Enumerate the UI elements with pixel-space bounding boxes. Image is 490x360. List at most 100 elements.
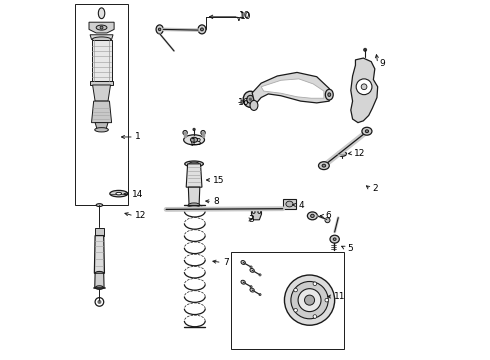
Text: 8: 8 xyxy=(214,197,219,206)
Ellipse shape xyxy=(294,288,297,292)
Ellipse shape xyxy=(96,204,102,207)
Ellipse shape xyxy=(259,293,261,296)
Polygon shape xyxy=(93,85,111,101)
Ellipse shape xyxy=(298,289,321,312)
Text: 5: 5 xyxy=(347,244,353,253)
Text: 1: 1 xyxy=(135,132,141,141)
Ellipse shape xyxy=(95,271,104,275)
Ellipse shape xyxy=(364,48,367,51)
Ellipse shape xyxy=(322,164,326,167)
Text: 4: 4 xyxy=(298,201,304,210)
Polygon shape xyxy=(92,40,112,81)
Ellipse shape xyxy=(189,162,199,166)
Ellipse shape xyxy=(318,162,329,170)
Ellipse shape xyxy=(158,28,161,31)
Ellipse shape xyxy=(250,285,252,288)
Ellipse shape xyxy=(156,25,163,34)
Ellipse shape xyxy=(252,211,255,213)
Polygon shape xyxy=(351,58,378,123)
Ellipse shape xyxy=(259,274,261,276)
Polygon shape xyxy=(89,22,114,33)
Ellipse shape xyxy=(325,218,330,223)
Ellipse shape xyxy=(250,100,258,111)
FancyArrowPatch shape xyxy=(326,133,365,164)
Ellipse shape xyxy=(96,286,103,289)
Text: 16: 16 xyxy=(238,98,249,107)
Ellipse shape xyxy=(307,212,318,220)
Bar xyxy=(231,252,343,348)
Ellipse shape xyxy=(92,37,111,42)
Polygon shape xyxy=(95,123,108,130)
Text: 2: 2 xyxy=(372,184,378,193)
Text: 13: 13 xyxy=(191,138,202,147)
Text: 9: 9 xyxy=(379,59,385,68)
Ellipse shape xyxy=(200,28,203,31)
Polygon shape xyxy=(92,101,112,123)
Ellipse shape xyxy=(193,129,195,131)
Polygon shape xyxy=(95,235,104,273)
Ellipse shape xyxy=(96,25,107,30)
Text: 7: 7 xyxy=(223,258,229,267)
Text: 12: 12 xyxy=(354,149,366,158)
Ellipse shape xyxy=(361,84,367,90)
Ellipse shape xyxy=(330,235,339,243)
Ellipse shape xyxy=(198,25,206,34)
Ellipse shape xyxy=(98,301,101,303)
Polygon shape xyxy=(261,79,324,98)
Bar xyxy=(95,228,104,235)
Ellipse shape xyxy=(241,280,245,284)
Polygon shape xyxy=(90,81,113,85)
Bar xyxy=(283,199,296,210)
Ellipse shape xyxy=(304,295,315,305)
Text: 11: 11 xyxy=(334,292,346,301)
Polygon shape xyxy=(251,211,262,220)
Text: 15: 15 xyxy=(214,176,225,185)
Ellipse shape xyxy=(313,282,317,285)
Ellipse shape xyxy=(325,89,333,100)
Ellipse shape xyxy=(311,214,314,217)
Text: 12: 12 xyxy=(135,211,147,220)
Ellipse shape xyxy=(250,266,252,268)
Ellipse shape xyxy=(250,288,254,292)
Ellipse shape xyxy=(243,91,258,107)
Text: 3: 3 xyxy=(248,215,254,224)
Text: 6: 6 xyxy=(325,211,331,220)
Ellipse shape xyxy=(325,298,329,302)
Polygon shape xyxy=(90,35,113,40)
Ellipse shape xyxy=(110,190,128,197)
Ellipse shape xyxy=(366,130,368,133)
Ellipse shape xyxy=(183,131,187,135)
Polygon shape xyxy=(188,187,200,205)
Text: 14: 14 xyxy=(132,190,144,199)
Ellipse shape xyxy=(95,128,108,132)
Ellipse shape xyxy=(100,26,103,29)
Ellipse shape xyxy=(362,127,372,135)
Ellipse shape xyxy=(191,137,197,142)
Ellipse shape xyxy=(356,79,372,95)
Polygon shape xyxy=(186,164,202,187)
Text: 10: 10 xyxy=(240,12,252,21)
Ellipse shape xyxy=(184,135,204,145)
Text: 10: 10 xyxy=(239,10,250,19)
Ellipse shape xyxy=(258,211,261,213)
Ellipse shape xyxy=(201,131,205,135)
Polygon shape xyxy=(95,273,104,288)
Ellipse shape xyxy=(286,201,293,207)
Ellipse shape xyxy=(241,261,245,265)
Ellipse shape xyxy=(285,275,335,325)
Ellipse shape xyxy=(333,238,336,240)
Ellipse shape xyxy=(247,95,254,103)
Bar xyxy=(74,4,128,205)
Ellipse shape xyxy=(291,282,328,319)
Ellipse shape xyxy=(313,315,317,318)
Ellipse shape xyxy=(337,151,346,156)
Ellipse shape xyxy=(250,269,254,272)
Polygon shape xyxy=(252,72,329,105)
Ellipse shape xyxy=(294,309,297,312)
Ellipse shape xyxy=(116,192,122,195)
Ellipse shape xyxy=(188,203,200,207)
FancyArrowPatch shape xyxy=(326,133,365,164)
Ellipse shape xyxy=(185,161,203,167)
Ellipse shape xyxy=(328,93,331,96)
Ellipse shape xyxy=(98,8,105,19)
